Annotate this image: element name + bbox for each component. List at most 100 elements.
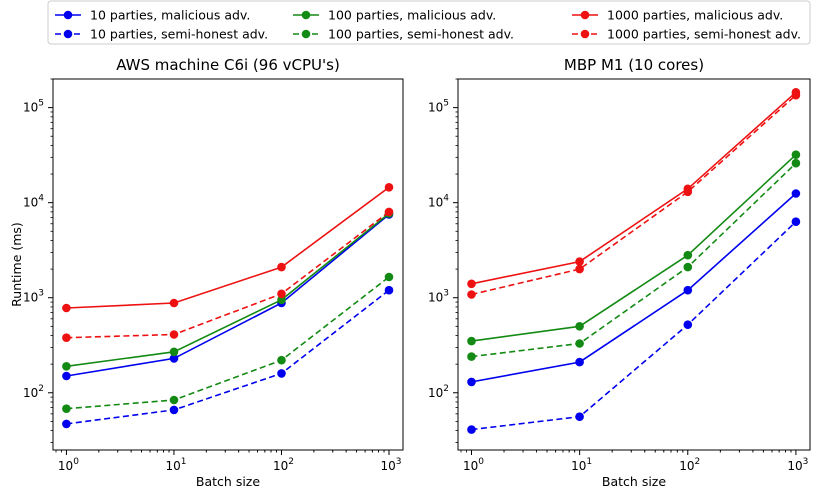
series-3 xyxy=(467,158,801,361)
legend-marker xyxy=(580,29,590,39)
series-5 xyxy=(467,90,801,299)
chart-title: AWS machine C6i (96 vCPU's) xyxy=(116,56,340,74)
data-point xyxy=(575,257,584,266)
x-axis-label: Batch size xyxy=(196,474,260,489)
legend-label: 100 parties, malicious adv. xyxy=(328,8,496,23)
data-point xyxy=(683,320,693,330)
series-0 xyxy=(467,189,801,387)
series-4 xyxy=(467,88,801,289)
legend-box xyxy=(47,0,811,45)
data-point xyxy=(467,377,476,387)
data-point xyxy=(62,362,71,371)
series-line xyxy=(66,186,390,309)
series-2 xyxy=(467,150,801,346)
data-point xyxy=(791,217,801,226)
x-tick-label: 102 xyxy=(273,457,294,473)
series-line xyxy=(66,212,390,368)
data-point xyxy=(467,290,476,299)
data-point xyxy=(467,352,476,361)
data-point xyxy=(683,250,693,260)
series-0 xyxy=(62,210,394,381)
data-point xyxy=(791,150,801,159)
data-point xyxy=(791,158,801,168)
legend-entry: 100 parties, malicious adv. xyxy=(293,8,496,23)
legend-entry: 100 parties, semi-honest adv. xyxy=(293,27,514,42)
data-point xyxy=(277,295,286,305)
data-point xyxy=(575,339,584,348)
chart-panel-aws: 100 101 102 103 102 103 104 105 AWS machine C6i … xyxy=(9,56,404,489)
x-tick-label: 100 xyxy=(463,457,484,473)
y-tick-label: 104 xyxy=(428,194,449,210)
x-tick-label: 103 xyxy=(787,457,808,473)
series-line xyxy=(471,162,797,358)
data-point xyxy=(62,419,71,429)
y-axis-label: Runtime (ms) xyxy=(9,222,24,307)
x-tick-label: 103 xyxy=(380,457,401,473)
series-5 xyxy=(62,207,394,343)
data-point xyxy=(467,336,476,346)
data-point xyxy=(277,289,286,299)
data-point xyxy=(277,369,286,378)
data-point xyxy=(62,303,71,313)
series-line xyxy=(471,94,797,296)
legend-entry: 10 parties, semi-honest adv. xyxy=(55,27,268,42)
data-point xyxy=(277,262,286,272)
x-tick-label: 101 xyxy=(165,457,186,473)
series-line xyxy=(471,154,797,342)
series-1 xyxy=(467,217,801,434)
data-point xyxy=(467,279,476,289)
legend-label: 100 parties, semi-honest adv. xyxy=(328,27,514,42)
data-point xyxy=(62,333,71,343)
series-line xyxy=(66,213,390,377)
legend-marker xyxy=(580,10,590,20)
data-point xyxy=(683,187,693,197)
legend: 10 parties, malicious adv. 10 parties, se… xyxy=(47,0,811,45)
x-axis-label: Batch size xyxy=(602,474,666,489)
chart-panel-mbp: 100 101 102 103 102 103 104 105 MBP M1 (10 cores… xyxy=(428,56,811,489)
series-1 xyxy=(62,285,394,429)
plot-frame xyxy=(52,78,404,451)
legend-entry: 1000 parties, semi-honest adv. xyxy=(572,27,801,42)
series-line xyxy=(66,289,390,425)
legend-label: 1000 parties, malicious adv. xyxy=(607,8,783,23)
legend-marker xyxy=(63,29,73,39)
legend-label: 1000 parties, semi-honest adv. xyxy=(607,27,801,42)
series-line xyxy=(471,192,797,383)
y-tick-label: 103 xyxy=(428,289,449,305)
data-point xyxy=(575,357,584,367)
y-tick-label: 102 xyxy=(23,384,44,400)
legend-entry: 1000 parties, malicious adv. xyxy=(572,8,783,23)
data-point xyxy=(62,404,71,414)
legend-entry: 10 parties, malicious adv. xyxy=(55,8,250,23)
data-point xyxy=(791,90,801,100)
legend-label: 10 parties, semi-honest adv. xyxy=(90,27,268,42)
series-line xyxy=(66,276,390,410)
data-point xyxy=(384,272,394,282)
data-point xyxy=(169,330,179,339)
y-tick-label: 102 xyxy=(428,384,449,400)
y-tick-label: 103 xyxy=(23,289,44,305)
plot-frame xyxy=(457,78,811,451)
chart-title: MBP M1 (10 cores) xyxy=(564,56,704,74)
data-point xyxy=(277,355,286,365)
series-line xyxy=(66,211,390,339)
data-point xyxy=(575,264,584,274)
data-point xyxy=(169,395,179,405)
x-tick-label: 102 xyxy=(679,457,700,473)
data-point xyxy=(384,207,394,217)
legend-marker xyxy=(63,10,73,20)
y-tick-label: 105 xyxy=(428,99,449,115)
data-point xyxy=(575,412,584,422)
series-line xyxy=(471,91,797,285)
legend-label: 10 parties, malicious adv. xyxy=(90,8,250,23)
data-point xyxy=(683,285,693,295)
series-3 xyxy=(62,272,394,414)
y-tick-label: 104 xyxy=(23,194,44,210)
data-point xyxy=(62,371,71,381)
data-point xyxy=(384,285,394,295)
data-point xyxy=(169,405,179,415)
x-tick-label: 101 xyxy=(571,457,592,473)
legend-marker xyxy=(301,10,311,20)
data-point xyxy=(384,183,394,192)
